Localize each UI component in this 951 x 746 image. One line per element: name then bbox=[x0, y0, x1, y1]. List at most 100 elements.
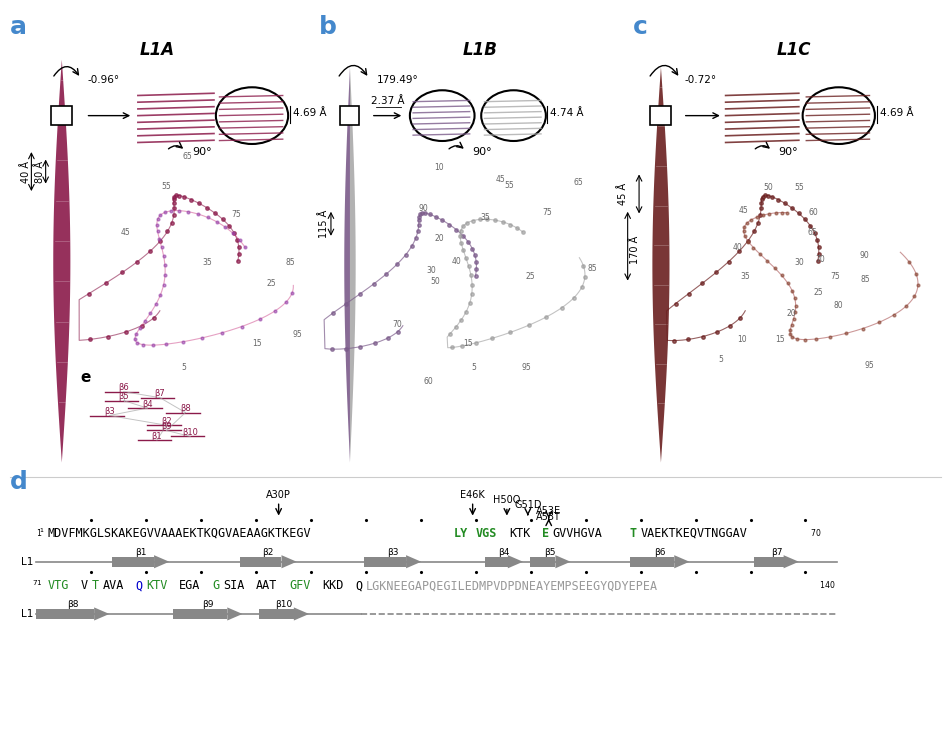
Text: H50Q: H50Q bbox=[494, 495, 520, 505]
Text: 90°: 90° bbox=[778, 147, 798, 157]
Polygon shape bbox=[94, 607, 109, 621]
Bar bbox=[51, 107, 72, 125]
Text: 70: 70 bbox=[393, 320, 402, 329]
Text: $^{70}$: $^{70}$ bbox=[810, 528, 822, 539]
Text: 75: 75 bbox=[542, 208, 552, 217]
Text: β1: β1 bbox=[151, 432, 163, 441]
Text: 55: 55 bbox=[504, 181, 514, 189]
Text: 40: 40 bbox=[452, 257, 461, 266]
Text: 5: 5 bbox=[718, 355, 724, 364]
Text: LGKNEEGAPQEGILEDMPVDPDNEAYEMPSEEGYQDYEPEA: LGKNEEGAPQEGILEDMPVDPDNEAYEMPSEEGYQDYEPE… bbox=[366, 579, 658, 592]
Polygon shape bbox=[294, 607, 309, 621]
Text: a: a bbox=[10, 15, 27, 39]
Text: 10: 10 bbox=[435, 163, 444, 172]
Text: $^1$: $^1$ bbox=[36, 528, 43, 539]
Text: 35: 35 bbox=[741, 272, 750, 280]
Text: 20: 20 bbox=[435, 234, 444, 243]
Text: 40 Å: 40 Å bbox=[21, 160, 31, 183]
Text: 50: 50 bbox=[764, 184, 773, 192]
Text: 10: 10 bbox=[737, 335, 747, 344]
Polygon shape bbox=[674, 555, 689, 568]
Text: MDVFMKGLSKAKEGVVAAAEKTKQGVAEAAGKTKEGV: MDVFMKGLSKAKEGVVAAAEKTKQGVAEAAGKTKEGV bbox=[48, 527, 311, 540]
Bar bbox=[240, 557, 281, 566]
Text: 80: 80 bbox=[833, 301, 843, 310]
Text: 60: 60 bbox=[808, 208, 818, 217]
Text: 20: 20 bbox=[786, 309, 796, 318]
Text: 35: 35 bbox=[480, 213, 490, 222]
Text: β4: β4 bbox=[498, 548, 510, 557]
Text: AVA: AVA bbox=[103, 579, 124, 592]
Text: 25: 25 bbox=[266, 279, 276, 288]
Text: β9: β9 bbox=[202, 601, 214, 609]
Text: 50: 50 bbox=[431, 278, 440, 286]
Text: A30P: A30P bbox=[266, 490, 291, 500]
Bar bbox=[630, 557, 674, 566]
Text: 35: 35 bbox=[203, 258, 212, 267]
Text: β7: β7 bbox=[770, 548, 783, 557]
PathPatch shape bbox=[350, 67, 356, 463]
Text: 60: 60 bbox=[423, 377, 433, 386]
Text: 4.69 Å: 4.69 Å bbox=[880, 108, 913, 119]
Text: $^{71}$: $^{71}$ bbox=[32, 580, 43, 591]
Text: β10: β10 bbox=[275, 601, 293, 609]
Polygon shape bbox=[281, 555, 297, 568]
Text: β8: β8 bbox=[180, 404, 191, 413]
Text: e: e bbox=[81, 370, 91, 385]
Text: 65: 65 bbox=[183, 152, 192, 161]
Bar bbox=[364, 557, 406, 566]
Text: 2.37 Å: 2.37 Å bbox=[371, 96, 405, 106]
PathPatch shape bbox=[53, 60, 70, 463]
Text: 25: 25 bbox=[526, 272, 535, 280]
Text: 170 Å: 170 Å bbox=[630, 236, 640, 264]
Text: 45 Å: 45 Å bbox=[618, 183, 629, 205]
Text: 95: 95 bbox=[864, 361, 874, 370]
Text: β2: β2 bbox=[161, 417, 172, 426]
Text: -0.72°: -0.72° bbox=[685, 75, 717, 85]
Text: 75: 75 bbox=[830, 272, 840, 280]
Text: 5: 5 bbox=[471, 363, 476, 372]
Text: L1B: L1B bbox=[463, 41, 497, 59]
Text: E46K: E46K bbox=[460, 490, 485, 500]
Text: 85: 85 bbox=[285, 258, 295, 267]
Text: 95: 95 bbox=[293, 330, 302, 339]
Text: 4.69 Å: 4.69 Å bbox=[293, 108, 326, 119]
Bar bbox=[340, 107, 359, 125]
Text: V: V bbox=[81, 579, 87, 592]
Text: 4.74 Å: 4.74 Å bbox=[550, 108, 583, 119]
Text: T: T bbox=[630, 527, 637, 540]
Text: $^{140}$: $^{140}$ bbox=[820, 580, 836, 591]
Polygon shape bbox=[227, 607, 243, 621]
Text: 65: 65 bbox=[807, 228, 817, 237]
Text: G51D: G51D bbox=[514, 501, 541, 510]
Text: E: E bbox=[542, 527, 549, 540]
Bar bbox=[259, 609, 294, 618]
Text: β2: β2 bbox=[262, 548, 274, 557]
Text: β10: β10 bbox=[183, 428, 198, 437]
Text: β3: β3 bbox=[104, 407, 115, 416]
Text: 15: 15 bbox=[775, 335, 785, 344]
Text: 55: 55 bbox=[794, 184, 804, 192]
Text: 15: 15 bbox=[252, 339, 262, 348]
Text: -0.96°: -0.96° bbox=[87, 75, 120, 85]
Text: LY: LY bbox=[454, 527, 468, 540]
Text: 40: 40 bbox=[732, 243, 742, 252]
Text: ¹: ¹ bbox=[39, 528, 43, 539]
Bar bbox=[112, 557, 154, 566]
Text: Q: Q bbox=[135, 579, 143, 592]
Text: 65: 65 bbox=[573, 178, 583, 187]
Text: 179.49°: 179.49° bbox=[377, 75, 418, 85]
Text: 80 Å: 80 Å bbox=[35, 160, 46, 183]
Text: GVVHGVA: GVVHGVA bbox=[553, 527, 603, 540]
Text: β7: β7 bbox=[154, 389, 165, 398]
Text: KKD: KKD bbox=[322, 579, 343, 592]
Text: β3: β3 bbox=[387, 548, 398, 557]
Polygon shape bbox=[555, 555, 571, 568]
Text: 115 Å: 115 Å bbox=[319, 210, 329, 238]
Text: 55: 55 bbox=[162, 182, 171, 191]
Text: VGS: VGS bbox=[476, 527, 497, 540]
Text: 90: 90 bbox=[418, 204, 428, 213]
Text: 85: 85 bbox=[588, 264, 597, 273]
Text: VTG: VTG bbox=[48, 579, 68, 592]
Text: 90°: 90° bbox=[473, 147, 493, 157]
Text: SIA: SIA bbox=[223, 579, 244, 592]
